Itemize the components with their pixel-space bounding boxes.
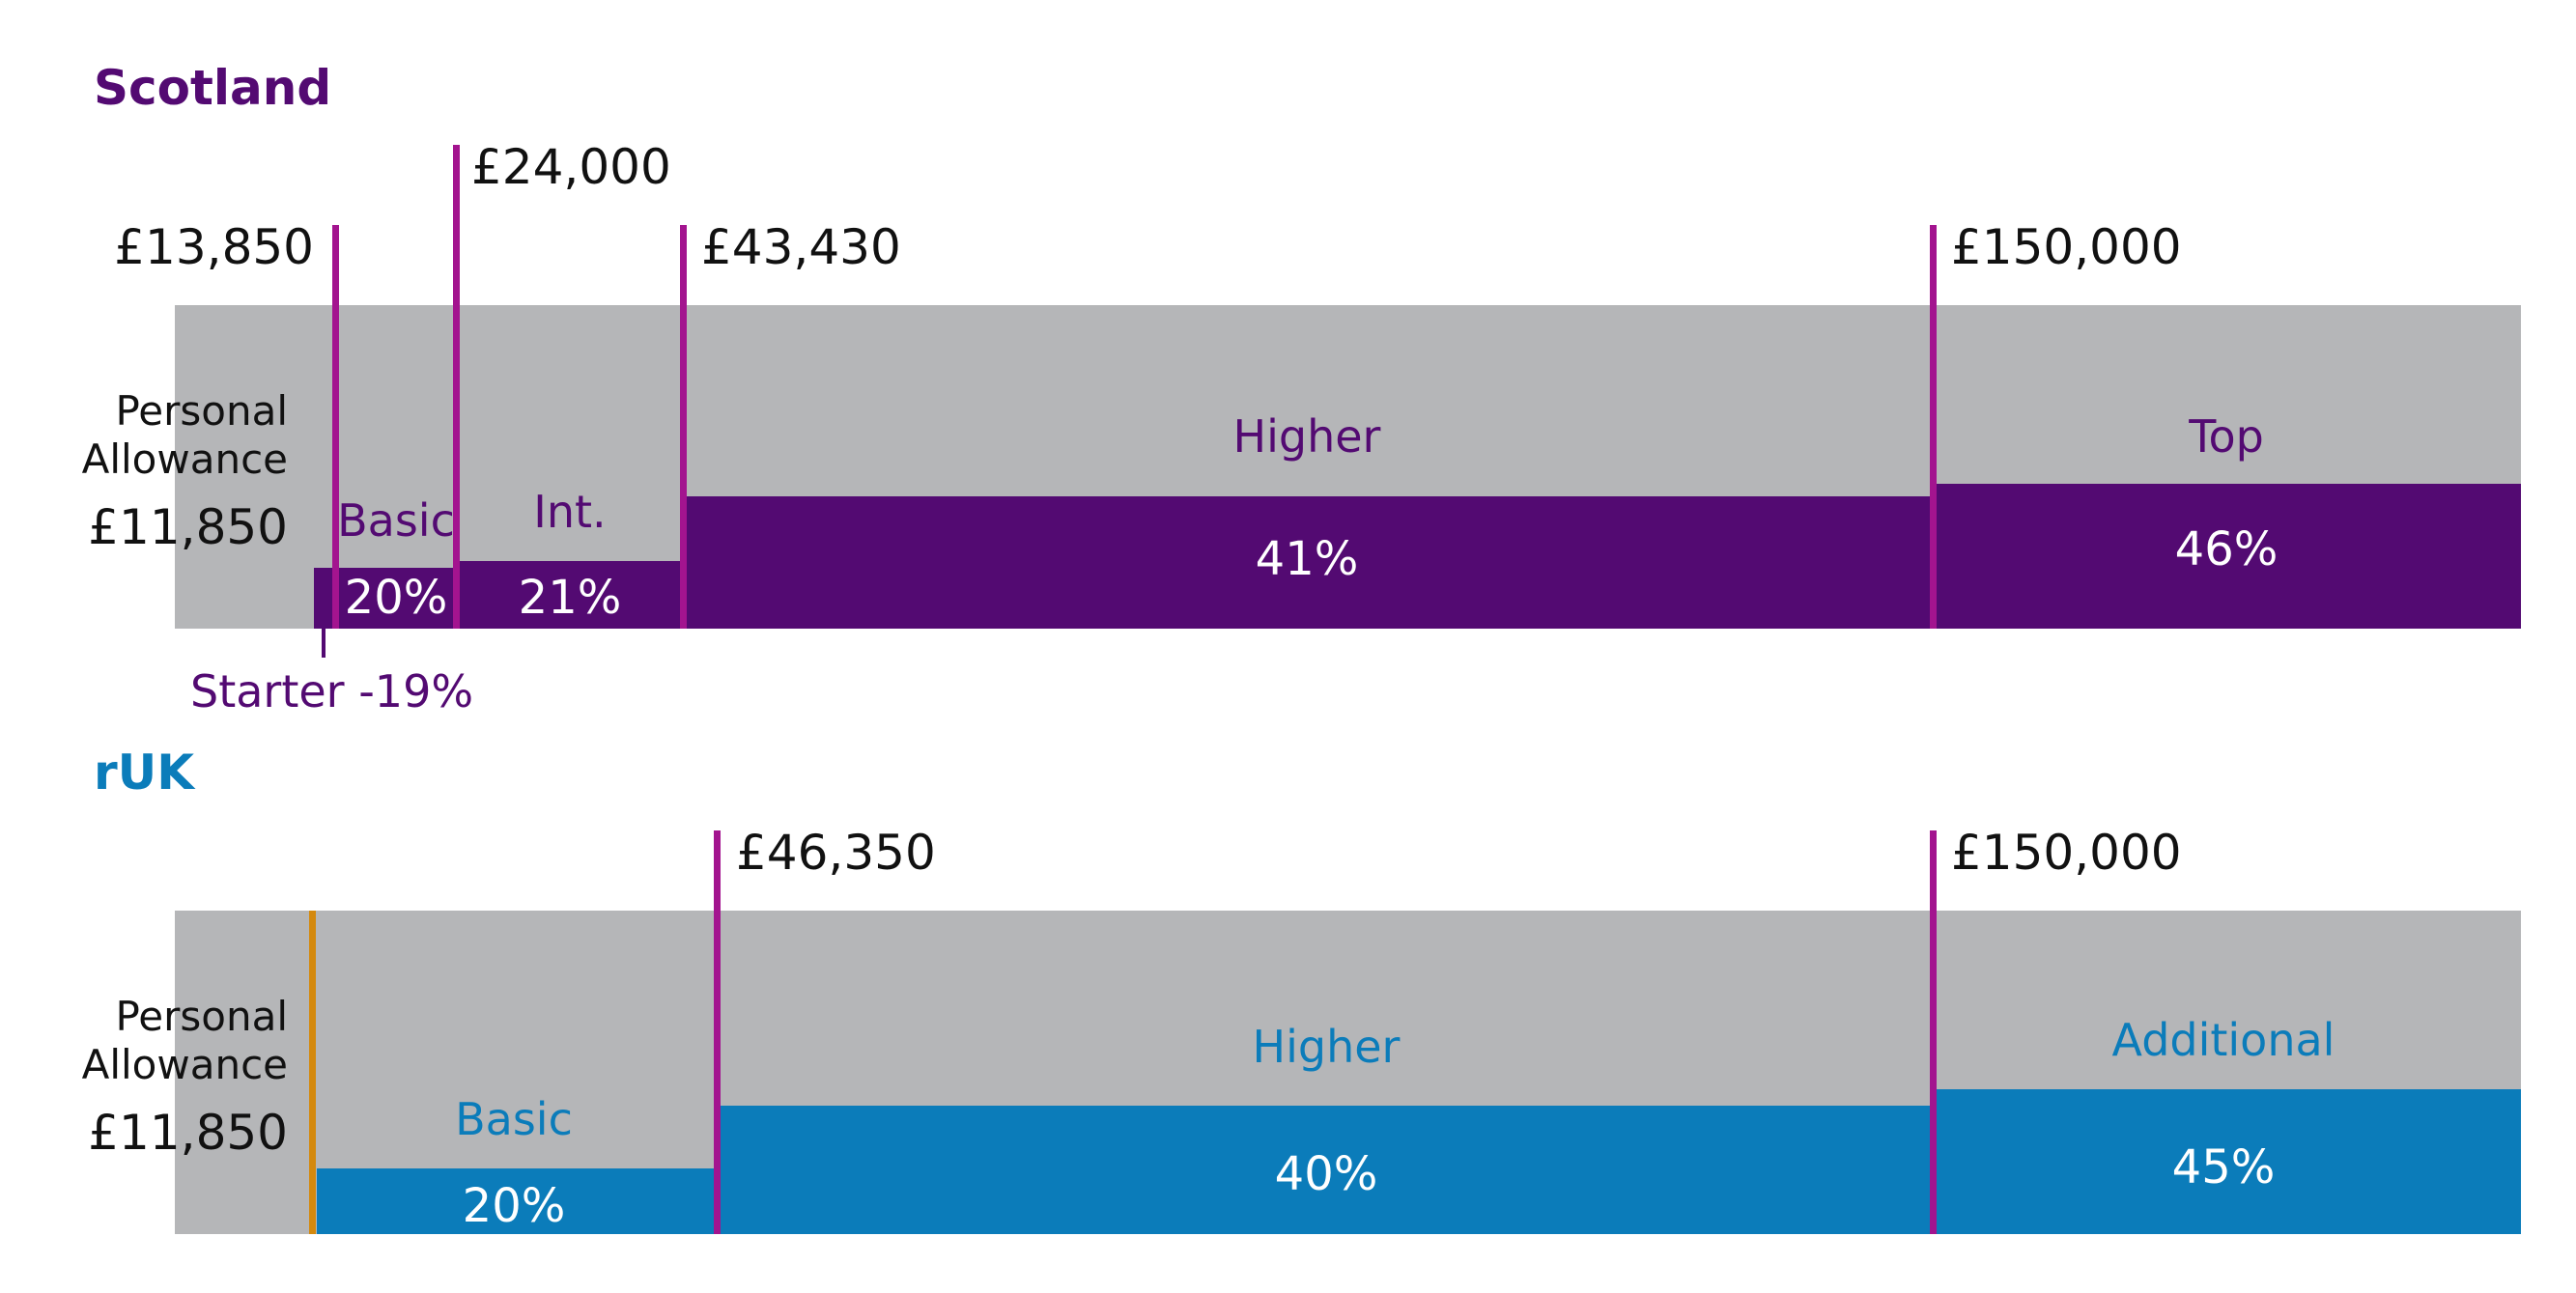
- ruk-higher-band: [717, 1106, 1932, 1234]
- scotland-section: Scotland £13,850 £24,000 £43,430 £150,00…: [82, 60, 2521, 717]
- scotland-pa-line1: Personal: [115, 387, 288, 435]
- scotland-intermediate-name: Int.: [533, 486, 606, 538]
- scotland-top-band: [1932, 484, 2521, 629]
- scotland-threshold-label-1: £13,850: [114, 219, 314, 275]
- scotland-top-rate: 46%: [2175, 522, 2279, 576]
- ruk-threshold-marker-2: [1930, 830, 1937, 1234]
- scotland-intermediate-rate: 21%: [519, 571, 622, 625]
- scotland-threshold-label-3: £43,430: [701, 219, 901, 275]
- scotland-threshold-label-2: £24,000: [471, 139, 671, 195]
- scotland-basic-name: Basic: [337, 494, 455, 547]
- ruk-higher-name: Higher: [1253, 1021, 1401, 1073]
- ruk-additional-band: [1932, 1089, 2521, 1234]
- ruk-pa-marker: [309, 911, 316, 1234]
- scotland-starter-tick: [322, 629, 326, 658]
- scotland-pa-line2: Allowance: [82, 436, 288, 483]
- ruk-additional-name: Additional: [2112, 1014, 2335, 1066]
- ruk-threshold-marker-1: [714, 830, 721, 1234]
- scotland-starter-label: Starter -19%: [190, 665, 473, 717]
- scotland-higher-band: [682, 496, 1932, 629]
- scotland-threshold-marker-4: [1930, 225, 1937, 629]
- ruk-basic-name: Basic: [455, 1093, 573, 1145]
- scotland-intermediate-band: [454, 561, 682, 629]
- ruk-higher-rate: 40%: [1275, 1147, 1378, 1201]
- scotland-higher-name: Higher: [1233, 410, 1381, 463]
- scotland-pa-value: £11,850: [88, 499, 288, 555]
- scotland-title: Scotland: [94, 60, 331, 116]
- ruk-additional-rate: 45%: [2172, 1140, 2276, 1195]
- scotland-threshold-marker-1: [332, 225, 339, 629]
- ruk-basic-rate: 20%: [463, 1179, 566, 1233]
- scotland-threshold-marker-3: [680, 225, 687, 629]
- ruk-pa-line2: Allowance: [82, 1041, 288, 1088]
- ruk-section: rUK £46,350 £150,000 Personal Allowance …: [82, 745, 2521, 1234]
- scotland-basic-rate: 20%: [345, 571, 448, 625]
- ruk-threshold-label-1: £46,350: [736, 825, 936, 881]
- ruk-pa-line1: Personal: [115, 993, 288, 1040]
- scotland-threshold-marker-2: [453, 145, 460, 629]
- scotland-top-name: Top: [2188, 410, 2264, 463]
- ruk-pa-value: £11,850: [88, 1105, 288, 1161]
- ruk-threshold-label-2: £150,000: [1951, 825, 2182, 881]
- scotland-threshold-label-4: £150,000: [1951, 219, 2182, 275]
- ruk-basic-band: [317, 1168, 717, 1234]
- scotland-higher-rate: 41%: [1256, 532, 1359, 586]
- ruk-title: rUK: [94, 745, 196, 801]
